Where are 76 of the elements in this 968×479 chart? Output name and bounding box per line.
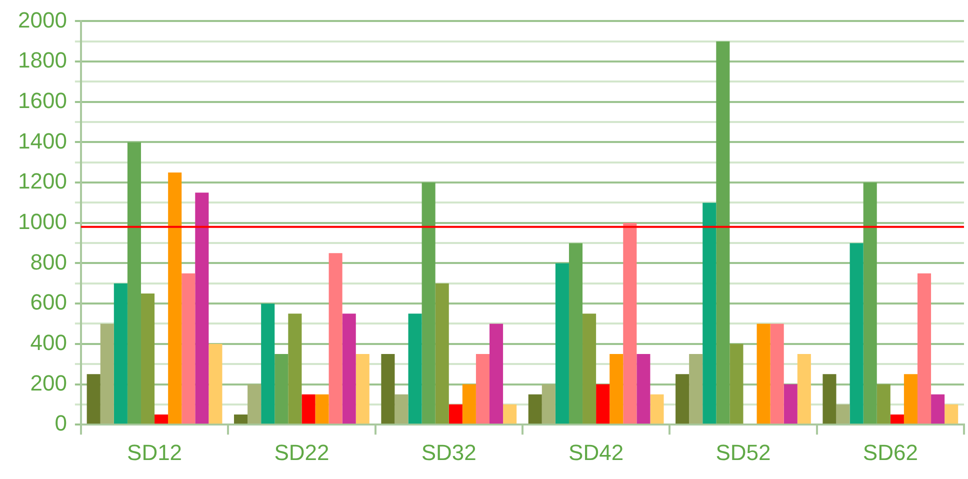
bar bbox=[422, 182, 436, 424]
bar bbox=[356, 354, 370, 424]
bar bbox=[476, 354, 490, 424]
x-tick-label: SD42 bbox=[568, 440, 624, 465]
bar bbox=[636, 354, 650, 424]
bar bbox=[596, 384, 610, 424]
bar bbox=[195, 192, 209, 424]
bar bbox=[568, 243, 583, 424]
bar bbox=[394, 394, 408, 424]
y-tick-label: 800 bbox=[30, 249, 67, 274]
bar bbox=[797, 354, 811, 424]
y-tick-label: 1800 bbox=[18, 48, 67, 73]
bar bbox=[342, 314, 356, 424]
x-tick-label: SD52 bbox=[716, 440, 771, 465]
y-tick-label: 0 bbox=[54, 410, 67, 436]
bar bbox=[716, 41, 730, 424]
y-tick-label: 400 bbox=[30, 330, 67, 355]
bar bbox=[676, 374, 690, 424]
bar bbox=[100, 324, 114, 424]
bar bbox=[555, 263, 569, 424]
y-tick-label: 1200 bbox=[18, 168, 67, 194]
y-tick-label: 1400 bbox=[18, 128, 67, 154]
bar bbox=[288, 314, 302, 424]
bar bbox=[140, 293, 155, 424]
x-tick-label: SD62 bbox=[862, 440, 918, 465]
bar bbox=[261, 304, 275, 424]
bar bbox=[917, 273, 932, 424]
bar bbox=[582, 314, 596, 424]
bar bbox=[784, 384, 798, 424]
bar bbox=[890, 414, 904, 424]
x-tick-label: SD12 bbox=[127, 440, 182, 465]
bar bbox=[86, 374, 100, 424]
bar bbox=[904, 374, 918, 424]
bar bbox=[503, 404, 517, 424]
bar bbox=[127, 142, 141, 424]
bar bbox=[182, 273, 196, 424]
bar bbox=[836, 404, 850, 424]
y-tick-label: 1600 bbox=[18, 88, 67, 113]
bar bbox=[542, 384, 556, 424]
bar bbox=[274, 354, 288, 424]
y-tick-label: 600 bbox=[30, 290, 67, 315]
bar bbox=[462, 384, 476, 424]
y-tick-label: 200 bbox=[30, 370, 67, 396]
bar bbox=[381, 354, 395, 424]
bar bbox=[528, 394, 542, 424]
bar bbox=[448, 404, 462, 424]
bar bbox=[114, 283, 128, 424]
bar bbox=[876, 384, 890, 424]
bar bbox=[610, 354, 624, 424]
bar bbox=[944, 404, 958, 424]
bar bbox=[822, 374, 836, 424]
bar bbox=[208, 344, 222, 424]
bar bbox=[770, 324, 784, 424]
bar bbox=[689, 354, 703, 424]
bar bbox=[234, 414, 248, 424]
bar bbox=[490, 324, 504, 424]
bar bbox=[730, 344, 744, 424]
bar bbox=[702, 202, 716, 424]
bar bbox=[302, 394, 316, 424]
bar bbox=[623, 222, 637, 424]
bar bbox=[408, 314, 422, 424]
x-tick-label: SD22 bbox=[274, 440, 330, 465]
bar bbox=[650, 394, 664, 424]
bar bbox=[328, 253, 342, 424]
bar bbox=[435, 283, 449, 424]
bar bbox=[248, 384, 262, 424]
y-tick-label: 2000 bbox=[18, 7, 67, 32]
bar bbox=[154, 414, 168, 424]
bar bbox=[931, 394, 945, 424]
bar bbox=[756, 324, 770, 424]
x-tick-label: SD32 bbox=[421, 440, 476, 465]
bar bbox=[315, 394, 329, 424]
bar bbox=[850, 243, 864, 424]
bar bbox=[168, 172, 182, 424]
bar bbox=[863, 182, 877, 424]
y-tick-label: 1000 bbox=[18, 208, 67, 234]
